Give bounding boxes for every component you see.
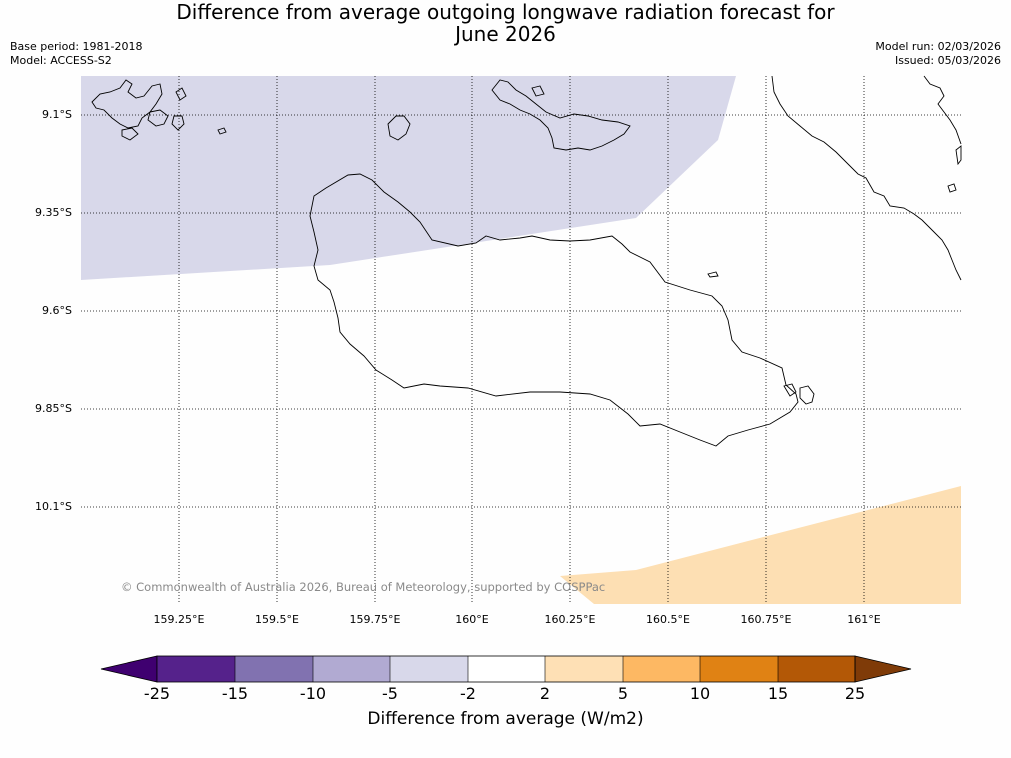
colorbar-segment	[157, 656, 235, 682]
colorbar-segment	[778, 656, 855, 682]
issued-date: Issued: 05/03/2026	[894, 54, 1001, 67]
small-islet	[707, 271, 719, 278]
lon-label: 159.25°E	[153, 613, 205, 626]
guadalcanal-coastline	[309, 173, 799, 447]
colorbar-segment	[313, 656, 390, 682]
colorbar-tick: 25	[844, 684, 866, 703]
colorbar-dividers	[234, 656, 779, 682]
colorbar-tick: -10	[299, 684, 327, 703]
lon-label: 161°E	[847, 613, 881, 626]
colorbar-extend-min	[100, 655, 158, 683]
colorbar-outline	[156, 655, 856, 683]
base-period: Base period: 1981-2018	[10, 40, 143, 53]
lon-label: 160.25°E	[544, 613, 596, 626]
lat-label: 9.6°S	[42, 304, 72, 317]
map-title-line1: Difference from average outgoing longwav…	[176, 0, 835, 24]
colorbar-tick: -25	[143, 684, 171, 703]
eastern-islets	[783, 383, 815, 405]
colorbar-tick: 5	[617, 684, 629, 703]
malaita-coastline	[771, 75, 962, 281]
colorbar-segment	[700, 656, 778, 682]
lat-label: 9.35°S	[35, 206, 72, 219]
lon-label: 160.75°E	[740, 613, 792, 626]
lon-label: 159.75°E	[349, 613, 401, 626]
colorbar-tick: -2	[460, 684, 476, 703]
lon-label: 160°E	[455, 613, 489, 626]
colorbar-segment	[235, 656, 313, 682]
lon-label: 159.5°E	[255, 613, 299, 626]
russell-islands	[91, 79, 227, 141]
map-title: Difference from average outgoing longwav…	[0, 1, 1011, 45]
lat-label: 10.1°S	[35, 500, 72, 513]
colorbar-tick: -5	[382, 684, 398, 703]
colorbar-segment	[468, 656, 545, 682]
map-title-line2: June 2026	[455, 22, 556, 46]
florida-islands	[491, 79, 631, 151]
colorbar-tick: 15	[767, 684, 789, 703]
graticule	[81, 76, 961, 604]
lat-label: 9.85°S	[35, 402, 72, 415]
malaita-islets	[947, 145, 962, 193]
metadata-right: Model run: 02/03/2026 Issued: 05/03/2026	[875, 40, 1001, 68]
model-run-date: Model run: 02/03/2026	[875, 40, 1001, 53]
colorbar-tick: 10	[689, 684, 711, 703]
colorbar-tick: 2	[539, 684, 551, 703]
tulagi-island	[387, 115, 411, 141]
negative-anomaly-region	[81, 76, 736, 280]
copyright-notice: © Commonwealth of Australia 2026, Bureau…	[121, 580, 606, 594]
coastlines	[91, 75, 962, 447]
metadata-left: Base period: 1981-2018 Model: ACCESS-S2	[10, 40, 142, 68]
colorbar-segment	[390, 656, 468, 682]
model-name: Model: ACCESS-S2	[10, 54, 112, 67]
positive-anomaly-region	[560, 486, 961, 604]
colorbar-tick: -15	[221, 684, 249, 703]
lat-label: 9.1°S	[42, 108, 72, 121]
map-canvas	[81, 75, 962, 604]
colorbar-segment	[623, 656, 700, 682]
lon-label: 160.5°E	[646, 613, 690, 626]
colorbar-label: Difference from average (W/m2)	[367, 709, 644, 729]
colorbar-extend-max	[854, 655, 912, 683]
colorbar-segment	[545, 656, 623, 682]
malaita-north-coastline	[923, 75, 962, 145]
